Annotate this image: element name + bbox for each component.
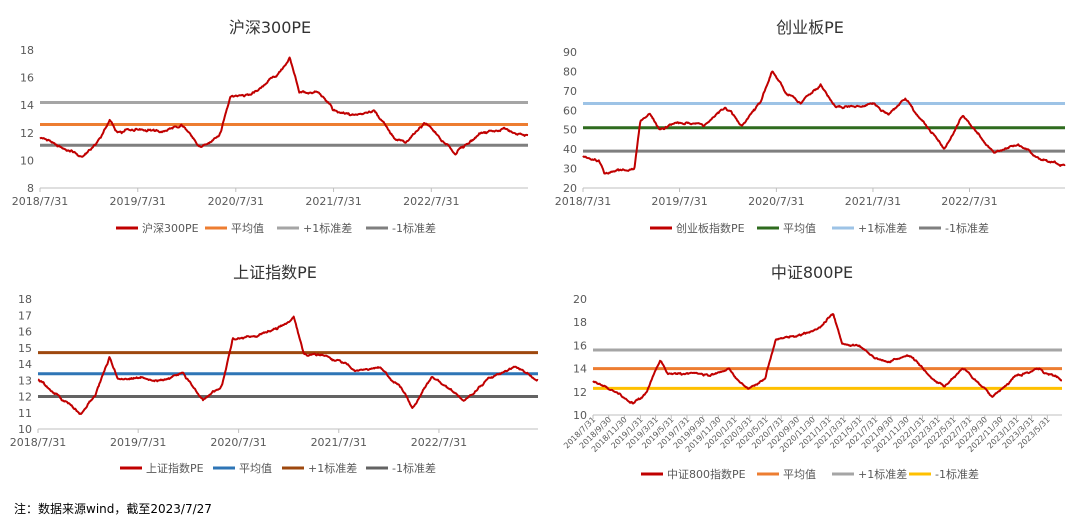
y-tick-label: 8 [27,182,34,195]
y-tick-label: 18 [20,44,34,57]
pe-series-line [582,70,1066,175]
x-tick-label: 2018/7/31 [10,436,66,449]
x-tick-label: 2022/7/31 [403,195,459,208]
x-tick-label: 2021/7/31 [845,195,901,208]
x-tick-label: 2019/7/31 [110,195,166,208]
y-tick-label: 18 [18,293,32,306]
x-tick-label: 2022/7/31 [941,195,997,208]
y-tick-label: 70 [563,85,577,98]
x-tick-label: 2020/7/31 [748,195,804,208]
x-tick-label: 2020/7/31 [208,195,264,208]
x-tick-label: 2022/7/31 [411,436,467,449]
y-tick-label: 20 [573,293,587,306]
chart-panel-3: 上证指数PE 10 11 12 13 14 15 16 17 18 2018/7/31 2019/7/… [10,263,539,475]
legend-label: -1标准差 [392,221,436,235]
y-tick-label: 15 [18,342,32,355]
y-tick-label: 16 [573,339,587,352]
y-tick-label: 16 [18,326,32,339]
y-tick-label: 13 [18,374,32,387]
y-tick-label: 20 [563,182,577,195]
y-tick-label: 14 [18,358,32,371]
legend-label: 创业板指数PE [676,221,745,235]
y-tick-label: 60 [563,104,577,117]
chart-title: 创业板PE [776,18,844,37]
x-tick-label: 2018/7/31 [12,195,68,208]
chart-title: 上证指数PE [233,263,317,282]
x-tick-label: 2021/7/31 [311,436,367,449]
x-tick-label: 2020/7/31 [210,436,266,449]
x-tick-label: 2019/7/31 [651,195,707,208]
chart-panel-4: 中证800PE1012141618202018/7/312018/9/30201… [562,263,1063,481]
y-tick-label: 16 [20,72,34,85]
pe-series-line [39,56,529,158]
legend-label: 上证指数PE [146,461,204,475]
chart-title: 沪深300PE [229,18,311,37]
legend-label: 平均值 [783,468,816,481]
legend-label: 平均值 [231,222,264,235]
legend-label: +1标准差 [858,467,907,481]
y-tick-label: 40 [563,143,577,156]
y-tick-label: 90 [563,46,577,59]
x-tick-label: 2018/7/31 [555,195,611,208]
y-tick-label: 12 [18,391,32,404]
chart-title: 中证800PE [771,263,853,282]
x-tick-label: 2021/7/31 [305,195,361,208]
y-tick-label: 14 [573,363,587,376]
legend-label: -1标准差 [392,461,436,475]
pe-series-line [592,313,1063,405]
legend-label: 沪深300PE [142,221,199,235]
y-tick-label: 12 [573,386,587,399]
y-tick-label: 10 [573,409,587,422]
legend-label: +1标准差 [858,221,907,235]
footnote: 注：数据来源wind，截至2023/7/27 [14,502,212,516]
y-tick-label: 14 [20,99,34,112]
legend-label: +1标准差 [303,221,352,235]
x-tick-label: 2019/7/31 [110,436,166,449]
legend-label: +1标准差 [308,461,357,475]
legend-label: 中证800指数PE [667,467,746,481]
y-tick-label: 11 [18,407,32,420]
legend-label: 平均值 [783,222,816,235]
y-tick-label: 17 [18,309,32,322]
legend-label: -1标准差 [945,221,989,235]
y-tick-label: 50 [563,124,577,137]
y-tick-label: 12 [20,127,34,140]
pe-series-line [37,315,539,415]
y-tick-label: 30 [563,163,577,176]
chart-panel-1: 沪深300PE 8 10 12 14 16 18 2018/7/31 2019/7/31 2020… [12,18,529,235]
y-tick-label: 10 [20,154,34,167]
legend-label: 平均值 [239,462,272,475]
chart-panel-2: 创业板PE 20 30 40 50 60 70 80 90 2018/7/31 2019/7/31 2… [555,18,1066,235]
legend-label: -1标准差 [935,467,979,481]
y-tick-label: 10 [18,423,32,436]
y-tick-label: 18 [573,316,587,329]
y-tick-label: 80 [563,65,577,78]
